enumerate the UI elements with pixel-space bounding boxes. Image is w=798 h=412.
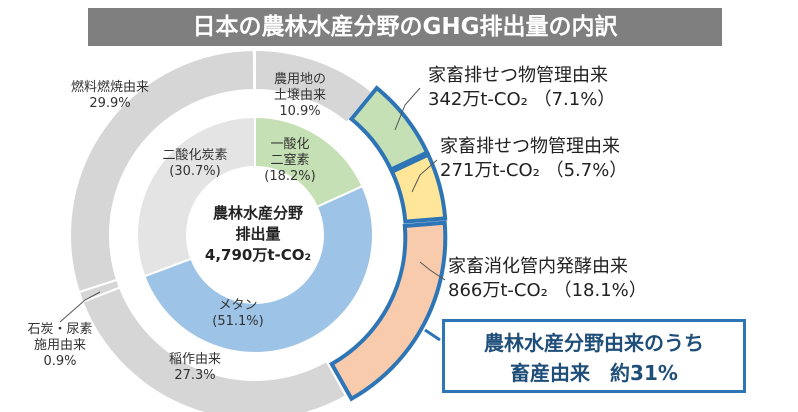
outer-segment	[69, 48, 256, 294]
outer-label: 家畜排せつ物管理由来 271万t-CO₂ （5.7%）	[440, 135, 627, 183]
segment-name: 家畜排せつ物管理由来	[428, 65, 608, 86]
outer-label: 稲作由来 27.3%	[169, 352, 221, 384]
inner-label: 二酸化炭素 (30.7%)	[162, 148, 227, 180]
value-label: 10.9%	[279, 104, 321, 119]
outer-label: 農用地の 土壌由来 10.9%	[274, 72, 326, 120]
leader-line	[59, 291, 101, 323]
inner-label: 一酸化 二窒素 (18.2%)	[264, 137, 315, 185]
value-label: (30.7%)	[169, 164, 221, 179]
value-label: 271万t-CO₂ （5.7%）	[440, 160, 628, 181]
segment-name: 稲作由来	[168, 352, 222, 367]
segment-name: 石炭・尿素 施用由来	[27, 322, 93, 353]
segment-name: 家畜消化管内発酵由来	[448, 256, 628, 277]
segment-name: 農用地の 土壌由来	[273, 72, 327, 103]
outer-label: 家畜消化管内発酵由来 866万t-CO₂ （18.1%）	[448, 255, 647, 303]
inner-segment	[136, 115, 256, 278]
callout-box: 農林水産分野由来のうち 畜産由来 約31%	[442, 319, 746, 393]
value-label: 866万t-CO₂ （18.1%）	[448, 280, 647, 301]
segment-name: メタン	[218, 298, 258, 313]
leader-line	[419, 261, 446, 281]
outer-label: 石炭・尿素 施用由来 0.9%	[27, 322, 92, 370]
inner-label: メタン (51.1%)	[212, 298, 263, 330]
value-label: (51.1%)	[212, 314, 264, 329]
callout-arrow	[424, 328, 441, 342]
segment-name: 二酸化炭素	[162, 148, 228, 163]
leader-line	[411, 159, 438, 193]
center-label: 農林水産分野 排出量 4,790万t-CO₂	[204, 204, 312, 264]
segment-name: 一酸化 二窒素	[270, 137, 310, 168]
segment-name: 燃料燃焼由来	[70, 80, 150, 95]
outer-label: 燃料燃焼由来 29.9%	[71, 80, 149, 112]
inner-segment	[143, 184, 374, 354]
value-label: 29.9%	[89, 96, 131, 111]
chart-title: 日本の農林水産分野のGHG排出量の内訳	[88, 8, 722, 46]
value-label: 27.3%	[174, 368, 216, 383]
outer-segment	[329, 220, 448, 402]
value-label: 342万t-CO₂ （7.1%）	[428, 89, 616, 110]
outer-segment	[389, 152, 448, 224]
rings	[69, 48, 448, 412]
inner-segment	[254, 115, 364, 209]
outer-label: 家畜排せつ物管理由来 342万t-CO₂ （7.1%）	[428, 64, 615, 112]
outer-segment	[348, 85, 430, 173]
value-label: (18.2%)	[264, 169, 316, 184]
leader-line	[394, 87, 421, 131]
value-label: 0.9%	[43, 354, 77, 369]
segment-name: 家畜排せつ物管理由来	[440, 136, 620, 157]
